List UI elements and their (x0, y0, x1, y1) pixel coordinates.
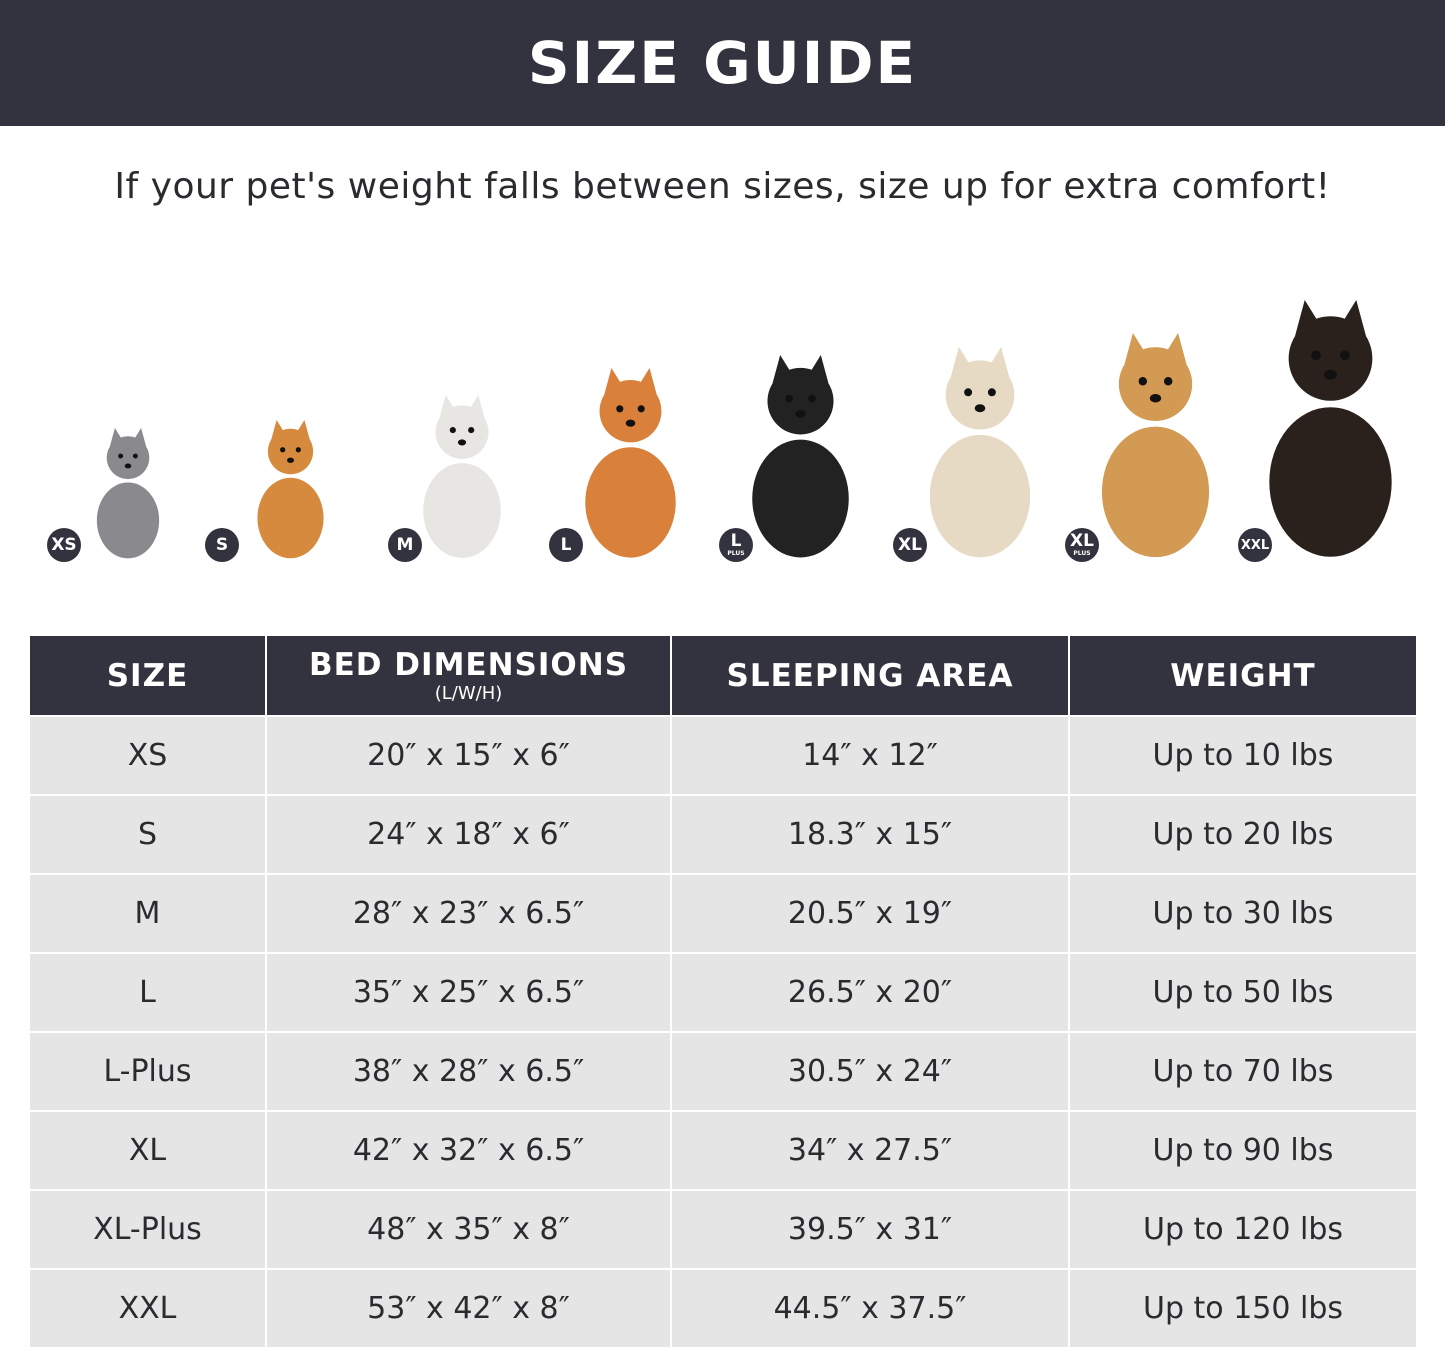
cell-sleeping-area: 34″ x 27.5″ (672, 1110, 1068, 1189)
badge-label: XL (1070, 531, 1094, 551)
badge-label: L (730, 531, 742, 551)
table-row: XL-Plus 48″ x 35″ x 8″ 39.5″ x 31″ Up to 12… (30, 1189, 1416, 1268)
cell-sleeping-area: 30.5″ x 24″ (672, 1031, 1068, 1110)
border-collie-image (737, 355, 864, 560)
cell-weight: Up to 10 lbs (1070, 715, 1416, 794)
size-badge-4: L (549, 528, 583, 562)
cell-sleeping-area: 18.3″ x 15″ (672, 794, 1068, 873)
table-row: L 35″ x 25″ x 6.5″ 26.5″ x 20″ Up to 50 lbs (30, 952, 1416, 1031)
header-bed-dimensions-sub: (L/W/H) (434, 683, 503, 704)
cell-bed-dimensions: 38″ x 28″ x 6.5″ (267, 1031, 670, 1110)
cell-bed-dimensions: 24″ x 18″ x 6″ (267, 794, 670, 873)
table-row: L-Plus 38″ x 28″ x 6.5″ 30.5″ x 24″ Up to 7… (30, 1031, 1416, 1110)
cell-bed-dimensions: 20″ x 15″ x 6″ (267, 715, 670, 794)
cell-weight: Up to 90 lbs (1070, 1110, 1416, 1189)
cell-weight: Up to 20 lbs (1070, 794, 1416, 873)
table-row: S 24″ x 18″ x 6″ 18.3″ x 15″ Up to 20 lbs (30, 794, 1416, 873)
badge-sub: PLUS (727, 550, 745, 557)
cell-size: M (30, 873, 265, 952)
page-title: SIZE GUIDE (527, 29, 918, 97)
cell-size: L-Plus (30, 1031, 265, 1110)
cell-sleeping-area: 26.5″ x 20″ (672, 952, 1068, 1031)
cell-size: XS (30, 715, 265, 794)
cell-bed-dimensions: 42″ x 32″ x 6.5″ (267, 1110, 670, 1189)
badge-label: M (396, 534, 414, 555)
size-badge-6: XL (893, 528, 927, 562)
table-header-row: SIZE BED DIMENSIONS (L/W/H) SLEEPING AREA… (30, 636, 1416, 715)
size-table: SIZE BED DIMENSIONS (L/W/H) SLEEPING AREA… (28, 636, 1418, 1347)
cell-weight: Up to 120 lbs (1070, 1189, 1416, 1268)
header-bed-dimensions-label: BED DIMENSIONS (308, 647, 629, 683)
badge-label: L (560, 534, 572, 555)
cell-weight: Up to 30 lbs (1070, 873, 1416, 952)
table-row: XS 20″ x 15″ x 6″ 14″ x 12″ Up to 10 lbs (30, 715, 1416, 794)
cat-image (87, 428, 169, 560)
size-badge-7: XL PLUS (1065, 528, 1099, 562)
shiba-inu-image (571, 368, 690, 560)
cell-sleeping-area: 44.5″ x 37.5″ (672, 1268, 1068, 1347)
sizing-tip: If your pet's weight falls between sizes… (114, 166, 1331, 207)
cell-weight: Up to 50 lbs (1070, 952, 1416, 1031)
cell-bed-dimensions: 48″ x 35″ x 8″ (267, 1189, 670, 1268)
size-badge-8: XXL (1238, 528, 1272, 562)
doberman-image (1250, 300, 1411, 560)
cell-bed-dimensions: 28″ x 23″ x 6.5″ (267, 873, 670, 952)
cell-size: XXL (30, 1268, 265, 1347)
cell-weight: Up to 70 lbs (1070, 1031, 1416, 1110)
badge-label: XS (51, 534, 77, 555)
labrador-image (914, 347, 1046, 560)
golden-retriever-image (1085, 333, 1226, 560)
header-size: SIZE (30, 636, 265, 715)
table-row: XXL 53″ x 42″ x 8″ 44.5″ x 37.5″ Up to 150 … (30, 1268, 1416, 1347)
badge-label: XL (898, 534, 922, 555)
badge-label: XXL (1240, 537, 1270, 553)
size-badge-2: S (205, 528, 239, 562)
cell-sleeping-area: 14″ x 12″ (672, 715, 1068, 794)
badge-label: S (215, 534, 229, 555)
cell-weight: Up to 150 lbs (1070, 1268, 1416, 1347)
size-badge-3: M (388, 528, 422, 562)
table-row: XL 42″ x 32″ x 6.5″ 34″ x 27.5″ Up to 90 lb… (30, 1110, 1416, 1189)
cell-sleeping-area: 39.5″ x 31″ (672, 1189, 1068, 1268)
size-badge-5: L PLUS (719, 528, 753, 562)
header-weight: WEIGHT (1070, 636, 1416, 715)
cell-size: XL (30, 1110, 265, 1189)
badge-sub: PLUS (1073, 550, 1091, 557)
cell-size: L (30, 952, 265, 1031)
cell-size: XL-Plus (30, 1189, 265, 1268)
size-badge-1: XS (47, 528, 81, 562)
pomeranian-image (247, 420, 334, 560)
cell-size: S (30, 794, 265, 873)
cell-sleeping-area: 20.5″ x 19″ (672, 873, 1068, 952)
french-bulldog-image (411, 395, 513, 560)
title-banner: SIZE GUIDE (0, 0, 1445, 126)
table-row: M 28″ x 23″ x 6.5″ 20.5″ x 19″ Up to 30 lbs (30, 873, 1416, 952)
cell-bed-dimensions: 53″ x 42″ x 8″ (267, 1268, 670, 1347)
cell-bed-dimensions: 35″ x 25″ x 6.5″ (267, 952, 670, 1031)
header-sleeping-area: SLEEPING AREA (672, 636, 1068, 715)
header-bed-dimensions: BED DIMENSIONS (L/W/H) (267, 636, 670, 715)
